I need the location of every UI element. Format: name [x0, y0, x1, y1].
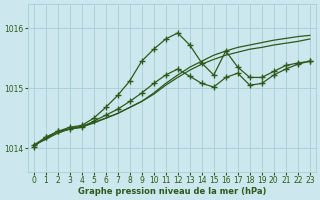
X-axis label: Graphe pression niveau de la mer (hPa): Graphe pression niveau de la mer (hPa) — [77, 187, 266, 196]
